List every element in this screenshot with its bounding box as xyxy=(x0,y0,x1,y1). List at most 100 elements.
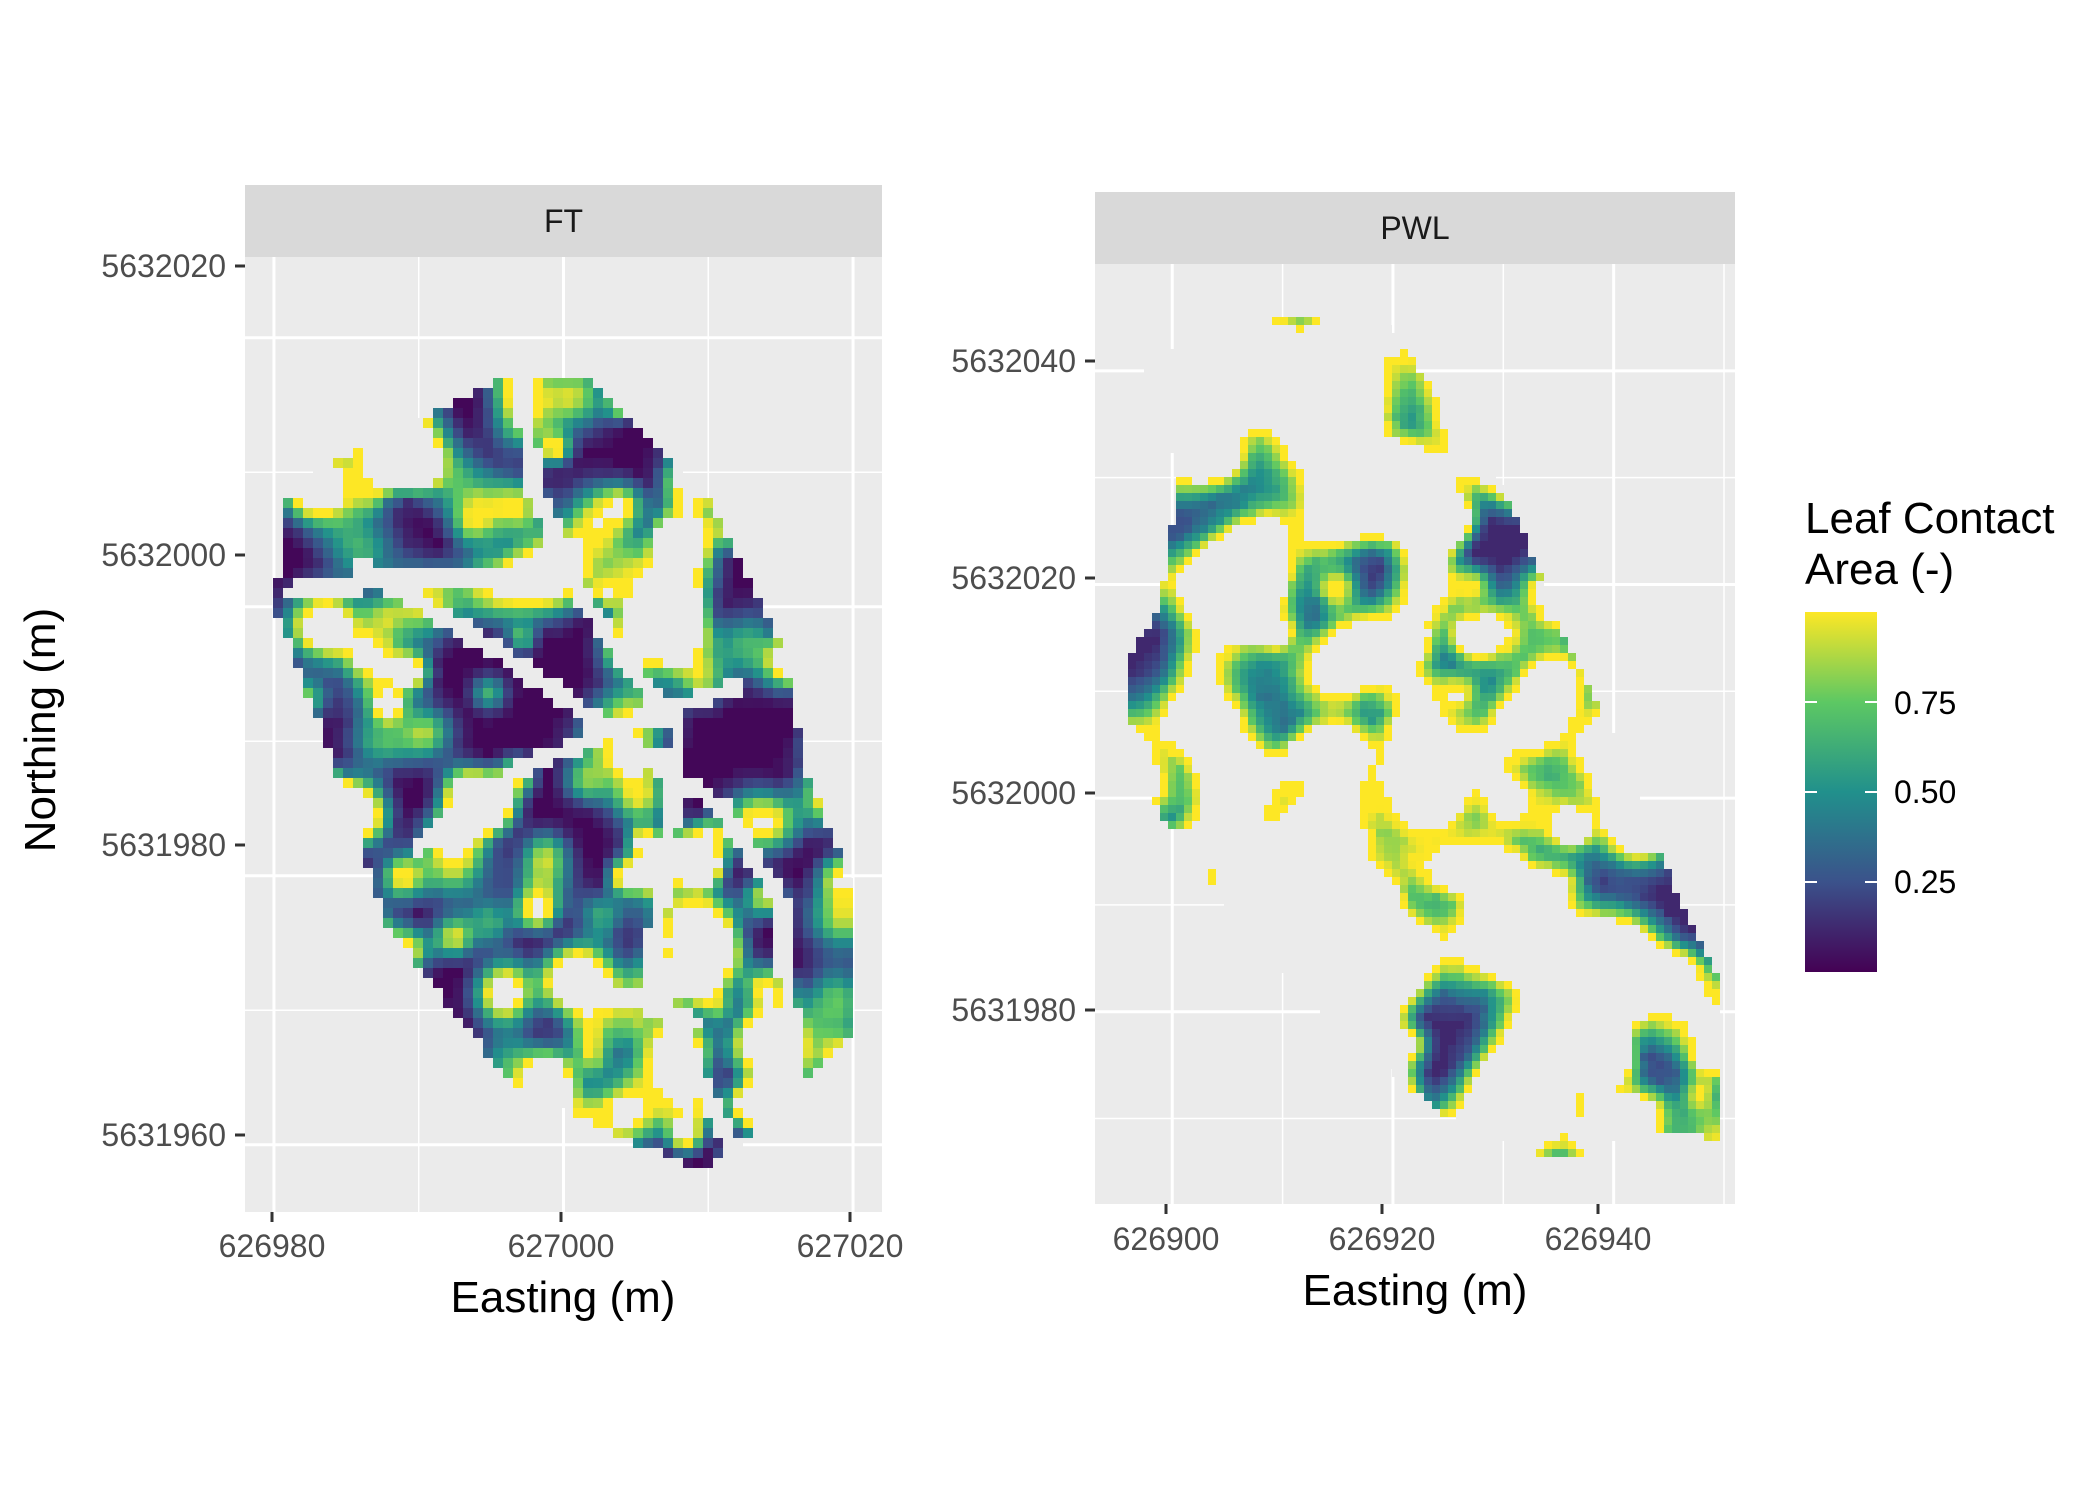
ft-heat-cell xyxy=(573,758,583,768)
ft-heat-cell xyxy=(603,398,613,408)
pwl-heat-cell xyxy=(1360,517,1368,525)
ft-heat-cell xyxy=(833,848,843,858)
pwl-heat-cell xyxy=(1352,541,1360,549)
pwl-heat-cell xyxy=(1440,661,1448,669)
ft-heat-cell xyxy=(723,908,733,918)
pwl-heat-cell xyxy=(1528,613,1536,621)
ft-heat-cell xyxy=(583,988,593,998)
ft-heat-cell xyxy=(733,828,743,838)
ft-heat-cell xyxy=(583,668,593,678)
pwl-heat-cell xyxy=(1280,661,1288,669)
pwl-heat-cell xyxy=(1352,477,1360,485)
ft-heat-cell xyxy=(783,1058,793,1068)
ft-heat-cell xyxy=(553,378,563,388)
pwl-heat-cell xyxy=(1368,589,1376,597)
ft-heat-cell xyxy=(363,768,373,778)
ft-heat-cell xyxy=(693,818,703,828)
ft-heat-cell xyxy=(393,598,403,608)
pwl-heat-cell xyxy=(1256,341,1264,349)
ft-heat-cell xyxy=(593,978,603,988)
ft-heat-cell xyxy=(473,648,483,658)
ft-heat-cell xyxy=(583,708,593,718)
ft-heat-cell xyxy=(713,718,723,728)
ft-heat-cell xyxy=(353,448,363,458)
ft-heat-cell xyxy=(603,748,613,758)
pwl-heat-cell xyxy=(1320,525,1328,533)
pwl-heat-cell xyxy=(1152,365,1160,373)
pwl-heat-cell xyxy=(1328,613,1336,621)
ft-heat-cell xyxy=(683,728,693,738)
ft-heat-cell xyxy=(563,968,573,978)
ft-heat-cell xyxy=(403,788,413,798)
ft-heat-cell xyxy=(723,578,733,588)
ft-heat-cell xyxy=(683,518,693,528)
pwl-heat-cell xyxy=(1360,381,1368,389)
ft-heat-cell xyxy=(773,1008,783,1018)
ft-heat-cell xyxy=(413,518,423,528)
pwl-heat-cell xyxy=(1336,637,1344,645)
ft-heat-cell xyxy=(623,818,633,828)
pwl-heat-cell xyxy=(1352,565,1360,573)
ft-heat-cell xyxy=(543,848,553,858)
ft-heat-cell xyxy=(453,708,463,718)
pwl-heat-cell xyxy=(1176,373,1184,381)
ft-heat-cell xyxy=(763,968,773,978)
pwl-heat-cell xyxy=(1240,341,1248,349)
ft-heat-cell xyxy=(733,578,743,588)
pwl-heat-cell xyxy=(1376,357,1384,365)
ft-heat-cell xyxy=(283,508,293,518)
pwl-heat-cell xyxy=(1400,661,1408,669)
ft-heat-cell xyxy=(493,678,503,688)
pwl-heat-cell xyxy=(1376,621,1384,629)
ft-heat-cell xyxy=(563,518,573,528)
ft-heat-cell xyxy=(803,948,813,958)
ft-heat-cell xyxy=(513,468,523,478)
ft-heat-cell xyxy=(403,718,413,728)
ft-heat-cell xyxy=(543,898,553,908)
ft-heat-cell xyxy=(623,638,633,648)
ft-heat-cell xyxy=(413,678,423,688)
ft-heat-cell xyxy=(653,678,663,688)
ft-heat-cell xyxy=(633,1028,643,1038)
ft-heat-cell xyxy=(733,948,743,958)
ft-heat-cell xyxy=(713,858,723,868)
ft-heat-cell xyxy=(613,958,623,968)
pwl-heat-cell xyxy=(1448,501,1456,509)
ft-heat-cell xyxy=(473,678,483,688)
ft-heat-cell xyxy=(763,928,773,938)
ft-heat-cell xyxy=(333,608,343,618)
ft-heat-cell xyxy=(573,838,583,848)
ft-heat-cell xyxy=(693,728,703,738)
ft-heat-cell xyxy=(783,748,793,758)
pwl-heat-cell xyxy=(1192,397,1200,405)
ft-heat-cell xyxy=(803,858,813,868)
ft-heat-cell xyxy=(583,798,593,808)
ft-heat-cell xyxy=(643,668,653,678)
ft-heat-cell xyxy=(433,978,443,988)
ft-heat-cell xyxy=(643,1128,653,1138)
ft-heat-cell xyxy=(563,1008,573,1018)
ft-heat-cell xyxy=(703,678,713,688)
pwl-heat-cell xyxy=(1368,485,1376,493)
ft-heat-cell xyxy=(433,658,443,668)
ft-heat-cell xyxy=(613,848,623,858)
ft-heat-cell xyxy=(493,848,503,858)
ft-heat-cell xyxy=(703,768,713,778)
ft-heat-cell xyxy=(313,688,323,698)
ft-heat-cell xyxy=(483,968,493,978)
ft-heat-cell xyxy=(323,578,333,588)
ft-heat-cell xyxy=(603,1048,613,1058)
pwl-heat-cell xyxy=(1176,365,1184,373)
pwl-heat-cell xyxy=(1216,485,1224,493)
pwl-heat-cell xyxy=(1192,445,1200,453)
ft-heat-cell xyxy=(653,1088,663,1098)
pwl-heat-cell xyxy=(1168,349,1176,357)
ft-heat-cell xyxy=(583,848,593,858)
pwl-heat-cell xyxy=(1464,637,1472,645)
ft-heat-cell xyxy=(443,968,453,978)
pwl-heat-cell xyxy=(1176,597,1184,605)
pwl-heat-cell xyxy=(1432,429,1440,437)
ft-heat-cell xyxy=(763,648,773,658)
ft-heat-cell xyxy=(423,808,433,818)
pwl-heat-cell xyxy=(1288,549,1296,557)
